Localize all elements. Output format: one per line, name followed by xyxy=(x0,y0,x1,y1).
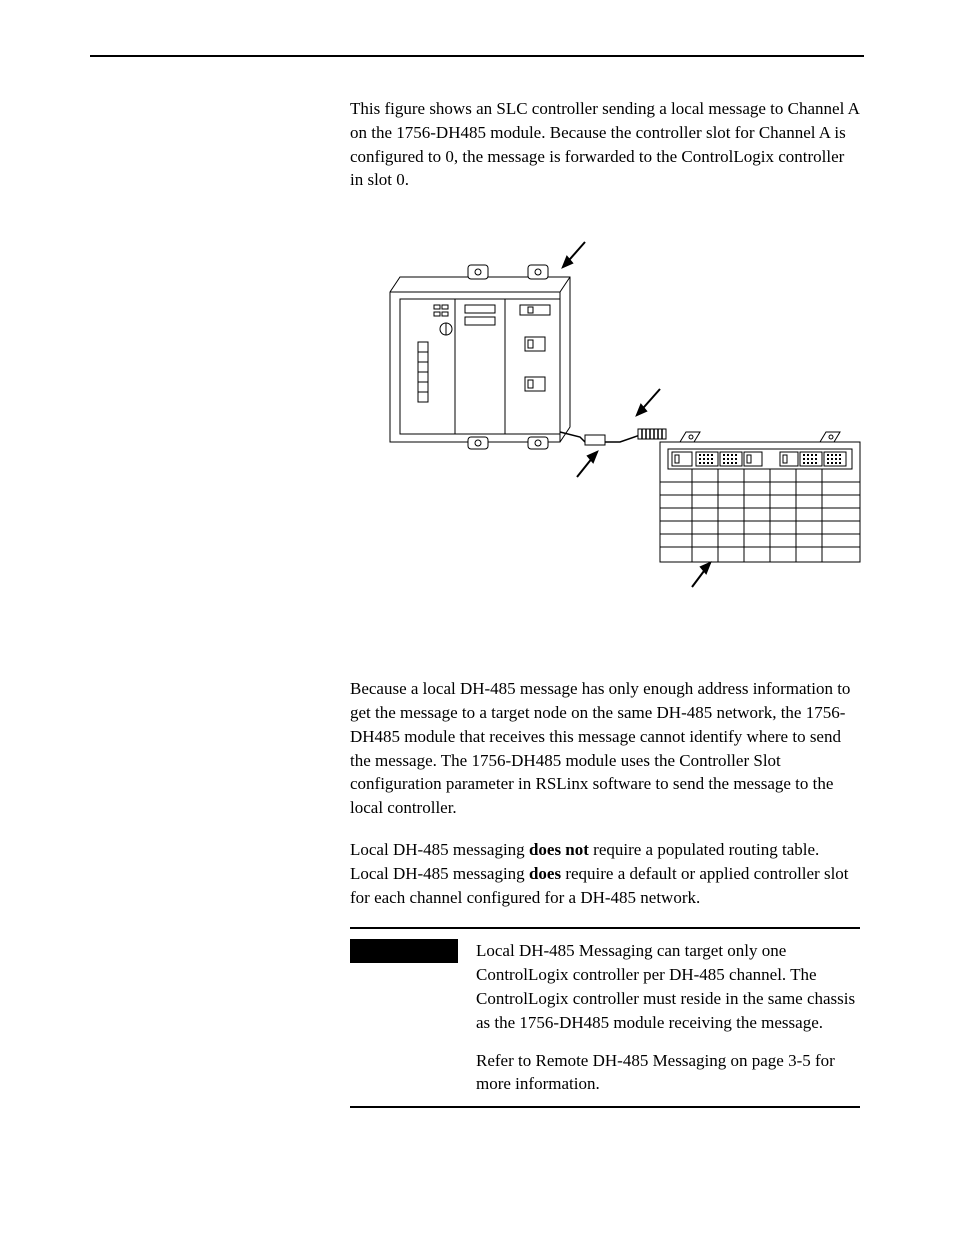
important-paragraph-1: Local DH-485 Messaging can target only o… xyxy=(476,939,860,1034)
explain2-pre: Local DH-485 messaging xyxy=(350,840,529,859)
controllogix-chassis-icon xyxy=(660,432,860,562)
document-page: This figure shows an SLC controller send… xyxy=(0,0,954,1168)
intro-paragraph: This figure shows an SLC controller send… xyxy=(350,97,860,192)
explain-paragraph-1: Because a local DH-485 message has only … xyxy=(350,677,860,820)
body-column-2: Because a local DH-485 message has only … xyxy=(350,677,860,909)
important-text: Local DH-485 Messaging can target only o… xyxy=(476,939,860,1096)
important-callout: IMPORTANT Local DH-485 Messaging can tar… xyxy=(350,927,860,1108)
diagram-svg xyxy=(360,237,870,617)
explain2-bold2: does xyxy=(529,864,561,883)
important-label-box: IMPORTANT xyxy=(350,939,458,963)
important-paragraph-2: Refer to Remote DH-485 Messaging on page… xyxy=(476,1049,860,1097)
slc-controller-icon xyxy=(390,265,570,449)
cable-icon xyxy=(560,429,666,445)
explain-paragraph-2: Local DH-485 messaging does not require … xyxy=(350,838,860,909)
explain2-bold1: does not xyxy=(529,840,589,859)
top-horizontal-rule xyxy=(90,55,864,57)
diagram-figure xyxy=(360,237,870,617)
body-column: This figure shows an SLC controller send… xyxy=(350,97,860,192)
